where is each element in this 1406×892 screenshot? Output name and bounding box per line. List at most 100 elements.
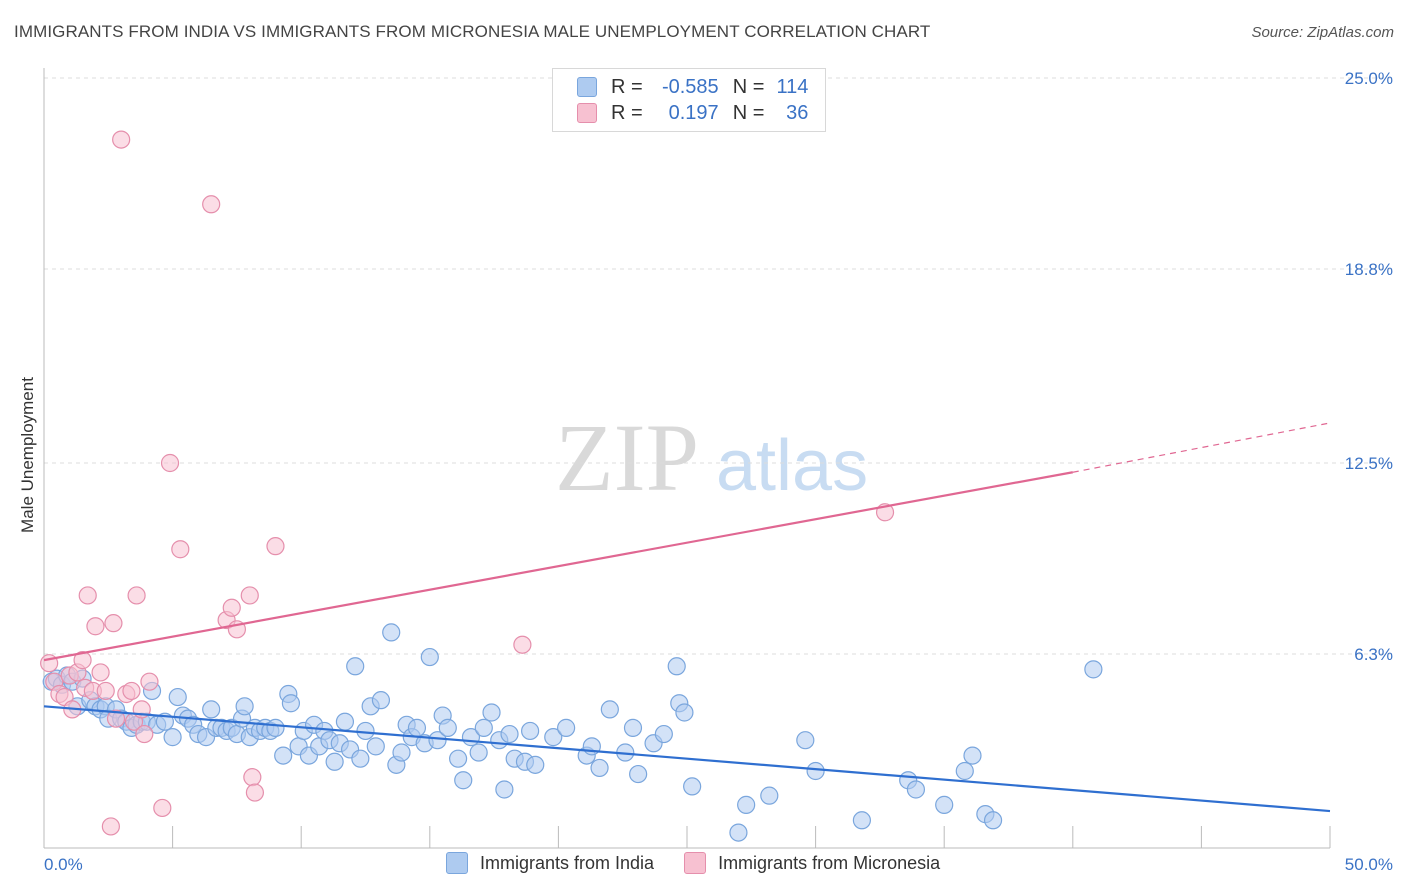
data-point-india [382, 623, 401, 642]
data-point-micronesia [160, 453, 180, 473]
data-point-india [474, 718, 493, 737]
data-point-india [438, 718, 457, 737]
data-point-india [495, 780, 514, 799]
data-point-india [351, 749, 370, 768]
y-tick-label: 6.3% [1354, 645, 1393, 664]
data-point-india [600, 700, 619, 719]
data-point-india [448, 749, 468, 768]
data-point-india [667, 657, 686, 676]
data-point-india [654, 724, 673, 744]
legend-swatch-micronesia [577, 103, 597, 123]
data-point-micronesia [245, 783, 265, 802]
series-label-micronesia: Immigrants from Micronesia [718, 852, 941, 873]
data-point-india [521, 721, 540, 741]
data-point-micronesia [513, 635, 532, 654]
series-legend-item-india: Immigrants from India [446, 852, 654, 874]
watermark-zip: ZIP [555, 404, 699, 511]
data-point-india [392, 743, 411, 762]
series-swatch-micronesia [684, 852, 707, 874]
legend-r-label: R = [611, 101, 643, 124]
data-point-india [675, 703, 694, 722]
legend-n-value-india: 114 [776, 75, 809, 98]
data-point-india [235, 697, 254, 716]
data-point-india [266, 718, 285, 737]
data-point-india [629, 764, 648, 784]
data-point-india [366, 737, 385, 756]
legend-r-value-micronesia: 0.197 [668, 101, 719, 124]
data-point-micronesia [171, 540, 190, 559]
y-tick-label: 25.0% [1345, 69, 1393, 88]
data-point-micronesia [127, 586, 146, 605]
data-point-micronesia [101, 817, 120, 836]
legend-r-label: R = [611, 75, 643, 98]
data-point-india [526, 755, 545, 774]
source-label: Source: ZipAtlas.com [1251, 24, 1394, 41]
data-point-micronesia [91, 663, 110, 682]
data-point-india [407, 718, 427, 737]
data-point-india [983, 811, 1003, 830]
data-point-india [590, 758, 609, 778]
data-point-micronesia [266, 537, 285, 556]
data-point-india [281, 694, 301, 713]
data-point-india [760, 786, 779, 805]
series-legend: Immigrants from India Immigrants from Mi… [446, 852, 970, 874]
data-point-india [168, 687, 187, 707]
data-point-india [544, 728, 563, 747]
legend-r-value-india: -0.585 [661, 75, 719, 98]
data-point-india [500, 724, 519, 744]
data-point-india [935, 795, 954, 814]
data-point-india [469, 743, 488, 762]
data-point-india [274, 746, 293, 765]
data-point-india [428, 731, 447, 750]
y-tick-label: 12.5% [1345, 454, 1393, 473]
data-point-micronesia [243, 768, 262, 787]
data-point-micronesia [140, 672, 159, 691]
data-point-micronesia [73, 651, 92, 670]
data-point-micronesia [135, 724, 154, 744]
x-tick-label-min: 0.0% [44, 855, 83, 874]
watermark-atlas: atlas [716, 426, 868, 506]
data-point-india [852, 811, 871, 830]
legend-n-label: N = [732, 101, 765, 124]
data-point-india [963, 746, 982, 765]
legend-row-micronesia: R = 0.197 N = 36 [577, 100, 808, 126]
data-point-india [796, 731, 815, 750]
data-point-micronesia [104, 614, 123, 633]
y-tick-label: 18.8% [1345, 260, 1393, 279]
chart-title: IMMIGRANTS FROM INDIA VS IMMIGRANTS FROM… [14, 22, 931, 41]
data-point-india [325, 752, 344, 771]
data-point-india [202, 700, 221, 719]
legend-n-label: N = [732, 75, 765, 98]
data-point-micronesia [106, 709, 126, 728]
data-point-india [371, 691, 391, 710]
data-point-india [623, 718, 643, 737]
data-point-micronesia [86, 617, 105, 636]
data-point-india [557, 718, 576, 737]
data-point-india [163, 728, 182, 747]
x-tick-label-max: 50.0% [1345, 855, 1393, 874]
data-point-india [955, 761, 974, 781]
data-point-india [737, 795, 756, 814]
data-point-micronesia [122, 681, 141, 701]
data-point-india [420, 647, 439, 667]
trend-line-micronesia [43, 471, 1073, 662]
data-point-micronesia [202, 195, 221, 214]
legend-n-value-micronesia: 36 [786, 101, 809, 124]
data-point-india [346, 657, 365, 676]
correlation-legend: R = -0.585 N = 114 R = 0.197 N = 36 [552, 68, 826, 132]
data-point-micronesia [96, 681, 115, 701]
data-point-india [729, 823, 748, 842]
data-point-micronesia [153, 798, 172, 818]
legend-row-india: R = -0.585 N = 114 [577, 74, 808, 100]
data-point-micronesia [240, 586, 259, 605]
data-point-micronesia [222, 598, 241, 617]
data-point-micronesia [78, 586, 97, 605]
trend-line-extension-micronesia [1072, 422, 1331, 473]
data-point-india [906, 780, 926, 799]
data-point-india [454, 771, 473, 790]
data-point-micronesia [112, 130, 131, 149]
series-legend-item-micronesia: Immigrants from Micronesia [684, 852, 940, 874]
data-point-india [806, 761, 825, 781]
data-point-india [683, 777, 702, 796]
